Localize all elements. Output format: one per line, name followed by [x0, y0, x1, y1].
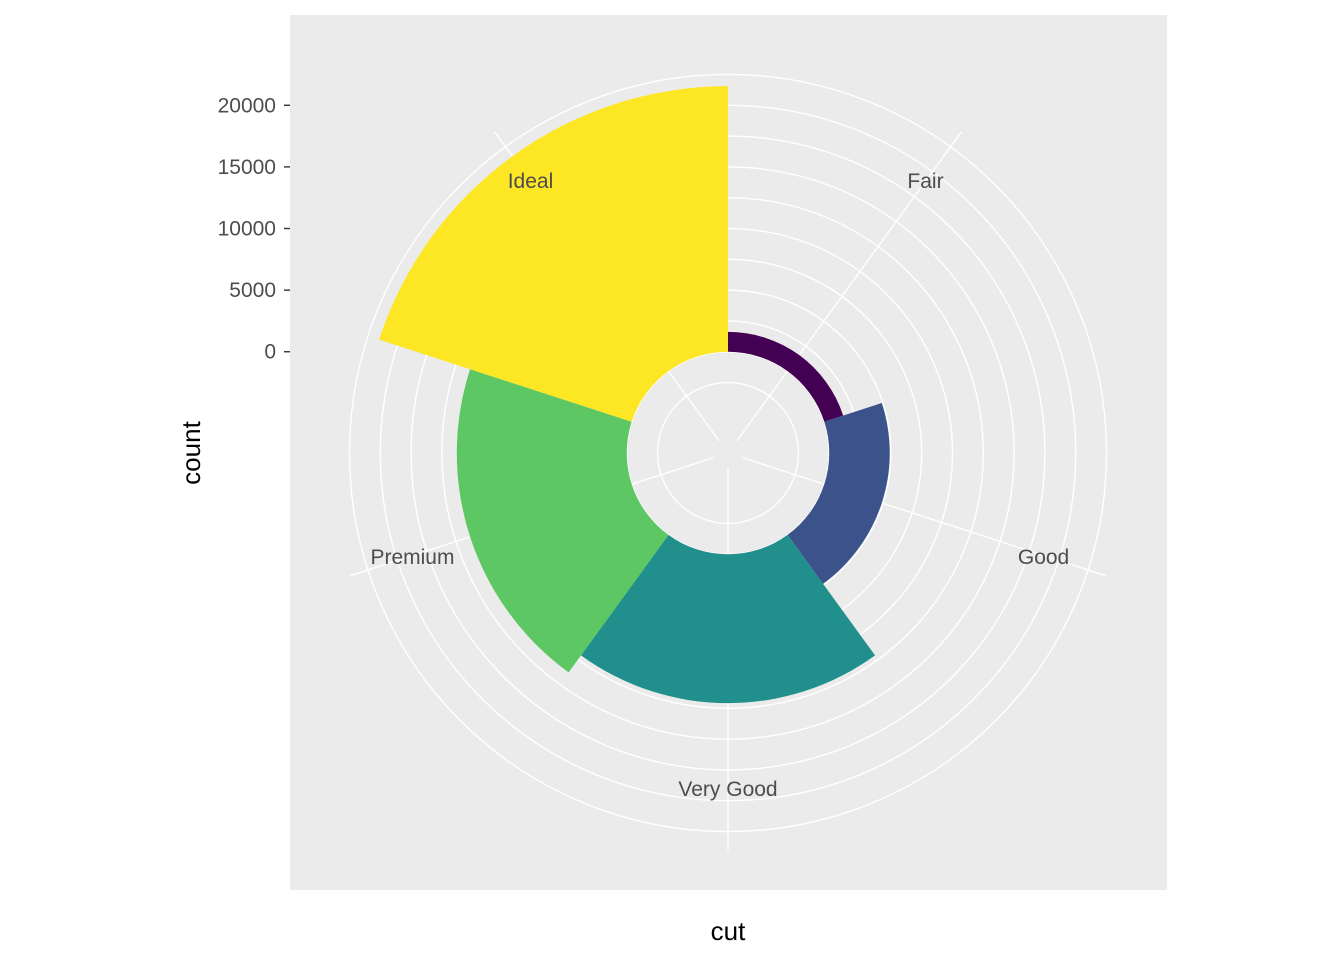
bar-ideal [379, 86, 728, 422]
y-tick-label: 10000 [218, 218, 276, 241]
category-label-very-good: Very Good [678, 778, 777, 801]
category-label-good: Good [1018, 546, 1069, 569]
y-tick-label: 15000 [218, 156, 276, 179]
bar-fair [728, 331, 844, 422]
category-label-fair: Fair [907, 170, 943, 193]
bar-very-good [580, 534, 876, 704]
y-axis-title: count [176, 420, 206, 484]
y-axis: 0 5000 10000 15000 20000 [218, 94, 290, 364]
y-tick-label: 20000 [218, 94, 276, 117]
grid-spoke [742, 456, 1106, 577]
category-label-ideal: Ideal [508, 170, 554, 193]
y-tick-label: 0 [264, 341, 276, 364]
x-axis-title: cut [711, 916, 746, 946]
bar-good [787, 403, 890, 584]
bar-premium [456, 369, 669, 673]
bars [379, 86, 890, 704]
category-labels: Fair Good Very Good Premium Ideal [370, 170, 1069, 801]
category-label-premium: Premium [370, 546, 454, 569]
grid-spoke [736, 131, 962, 442]
y-tick-label: 5000 [229, 279, 276, 302]
